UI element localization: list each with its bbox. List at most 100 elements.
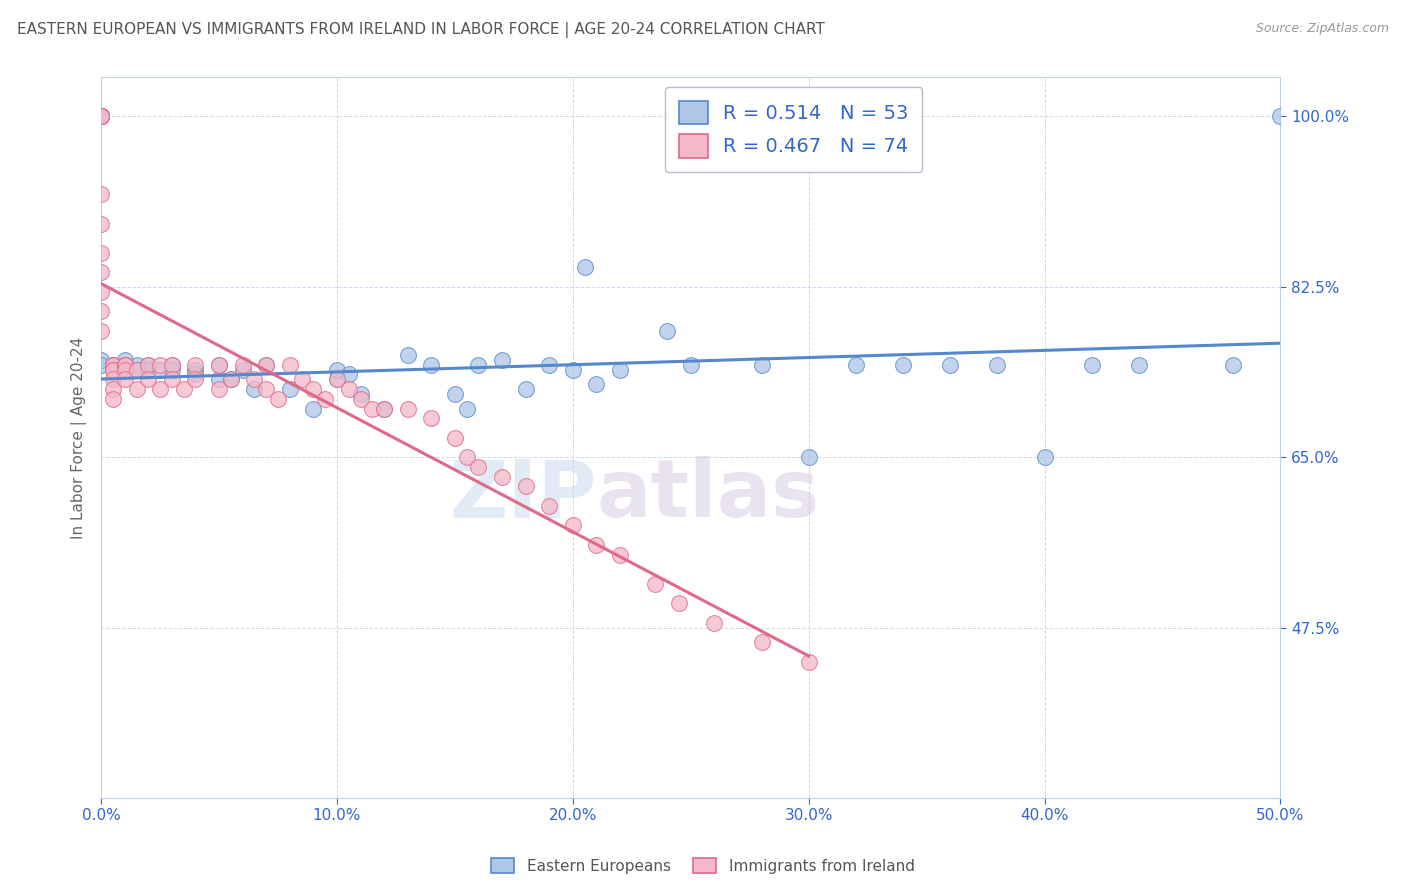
- Point: [373, 401, 395, 416]
- Point: [515, 382, 537, 396]
- Point: [125, 358, 148, 372]
- Point: [114, 358, 136, 372]
- Point: [585, 538, 607, 552]
- Point: [136, 358, 159, 372]
- Point: [149, 382, 172, 396]
- Point: [1128, 358, 1150, 372]
- Point: [101, 362, 124, 376]
- Point: [125, 362, 148, 376]
- Point: [232, 358, 254, 372]
- Point: [160, 362, 183, 376]
- Point: [90, 109, 112, 123]
- Point: [149, 362, 172, 376]
- Point: [208, 358, 231, 372]
- Point: [219, 372, 242, 386]
- Point: [184, 368, 207, 382]
- Point: [302, 382, 325, 396]
- Point: [278, 382, 301, 396]
- Point: [420, 358, 443, 372]
- Legend: Eastern Europeans, Immigrants from Ireland: Eastern Europeans, Immigrants from Irela…: [485, 852, 921, 880]
- Point: [491, 469, 513, 483]
- Point: [101, 358, 124, 372]
- Point: [254, 382, 277, 396]
- Point: [456, 450, 478, 465]
- Point: [90, 109, 112, 123]
- Point: [467, 358, 489, 372]
- Point: [939, 358, 962, 372]
- Point: [160, 358, 183, 372]
- Point: [538, 358, 561, 372]
- Point: [90, 187, 112, 202]
- Point: [644, 577, 666, 591]
- Point: [657, 324, 679, 338]
- Point: [90, 358, 112, 372]
- Text: EASTERN EUROPEAN VS IMMIGRANTS FROM IRELAND IN LABOR FORCE | AGE 20-24 CORRELATI: EASTERN EUROPEAN VS IMMIGRANTS FROM IREL…: [17, 22, 825, 38]
- Point: [326, 372, 349, 386]
- Y-axis label: In Labor Force | Age 20-24: In Labor Force | Age 20-24: [72, 336, 87, 539]
- Point: [1222, 358, 1244, 372]
- Point: [751, 358, 773, 372]
- Text: Source: ZipAtlas.com: Source: ZipAtlas.com: [1256, 22, 1389, 36]
- Point: [101, 362, 124, 376]
- Point: [456, 401, 478, 416]
- Point: [160, 372, 183, 386]
- Point: [125, 382, 148, 396]
- Point: [243, 372, 266, 386]
- Point: [101, 382, 124, 396]
- Point: [136, 362, 159, 376]
- Point: [561, 518, 583, 533]
- Point: [101, 358, 124, 372]
- Point: [90, 245, 112, 260]
- Point: [420, 411, 443, 425]
- Point: [90, 324, 112, 338]
- Point: [136, 358, 159, 372]
- Point: [361, 401, 384, 416]
- Point: [90, 109, 112, 123]
- Point: [515, 479, 537, 493]
- Point: [845, 358, 868, 372]
- Point: [491, 352, 513, 367]
- Point: [114, 362, 136, 376]
- Point: [90, 109, 112, 123]
- Point: [396, 401, 419, 416]
- Point: [114, 352, 136, 367]
- Point: [114, 372, 136, 386]
- Point: [349, 387, 371, 401]
- Point: [337, 368, 360, 382]
- Point: [125, 362, 148, 376]
- Point: [184, 372, 207, 386]
- Point: [232, 362, 254, 376]
- Point: [184, 362, 207, 376]
- Point: [90, 285, 112, 299]
- Point: [891, 358, 914, 372]
- Point: [243, 382, 266, 396]
- Text: atlas: atlas: [596, 457, 820, 534]
- Point: [1080, 358, 1102, 372]
- Point: [101, 392, 124, 406]
- Point: [101, 358, 124, 372]
- Point: [208, 358, 231, 372]
- Point: [326, 362, 349, 376]
- Point: [668, 596, 690, 610]
- Point: [679, 358, 702, 372]
- Point: [114, 358, 136, 372]
- Point: [396, 348, 419, 362]
- Point: [337, 382, 360, 396]
- Point: [326, 372, 349, 386]
- Point: [149, 358, 172, 372]
- Point: [609, 548, 631, 562]
- Point: [703, 615, 725, 630]
- Point: [90, 304, 112, 318]
- Point: [585, 377, 607, 392]
- Point: [609, 362, 631, 376]
- Legend: R = 0.514   N = 53, R = 0.467   N = 74: R = 0.514 N = 53, R = 0.467 N = 74: [665, 87, 922, 171]
- Point: [114, 362, 136, 376]
- Point: [538, 499, 561, 513]
- Point: [797, 450, 820, 465]
- Point: [373, 401, 395, 416]
- Point: [90, 109, 112, 123]
- Point: [173, 382, 195, 396]
- Point: [136, 372, 159, 386]
- Point: [561, 362, 583, 376]
- Point: [184, 358, 207, 372]
